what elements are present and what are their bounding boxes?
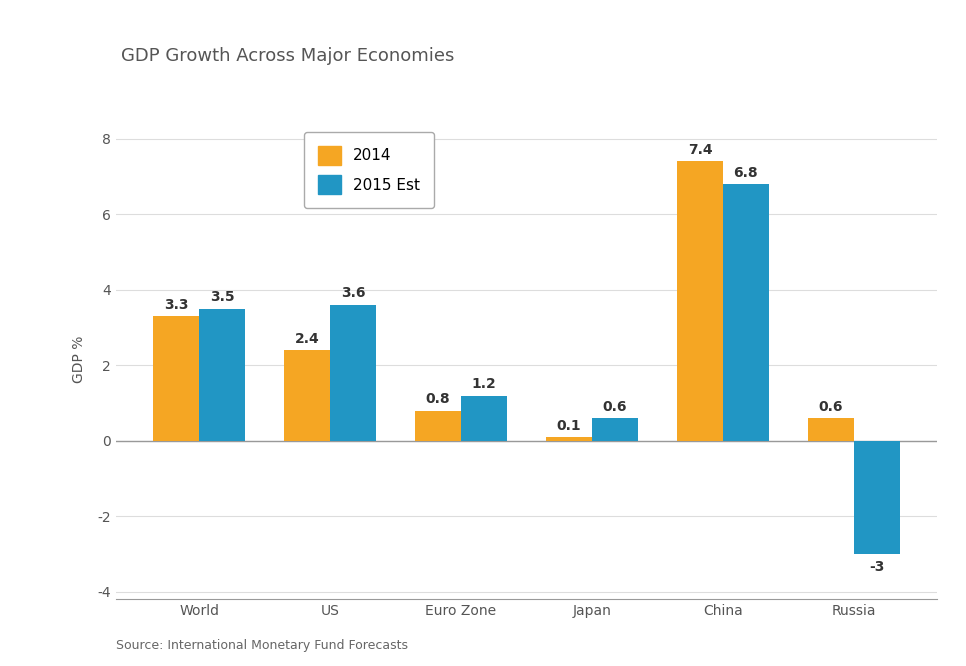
Bar — [546, 437, 592, 441]
Y-axis label: GDP %: GDP % — [72, 336, 86, 384]
Bar — [330, 305, 376, 441]
Text: -3: -3 — [869, 559, 885, 573]
Bar — [461, 396, 507, 441]
Text: 1.2: 1.2 — [471, 377, 497, 391]
Text: 3.5: 3.5 — [210, 290, 235, 304]
Bar — [808, 418, 854, 441]
Text: 2.4: 2.4 — [295, 332, 320, 346]
Bar — [284, 350, 330, 441]
Text: Figure: 2: Figure: 2 — [41, 49, 99, 63]
Bar — [199, 308, 245, 441]
Bar — [677, 161, 723, 441]
Legend: 2014, 2015 Est: 2014, 2015 Est — [304, 133, 434, 208]
Bar — [415, 411, 461, 441]
Text: GDP Growth Across Major Economies: GDP Growth Across Major Economies — [121, 47, 454, 65]
Text: 7.4: 7.4 — [688, 143, 712, 157]
Text: 6.8: 6.8 — [733, 166, 758, 180]
Text: 3.6: 3.6 — [341, 286, 365, 300]
Text: 0.6: 0.6 — [819, 400, 843, 414]
Text: Source: International Monetary Fund Forecasts: Source: International Monetary Fund Fore… — [116, 639, 408, 653]
Text: 3.3: 3.3 — [164, 298, 188, 312]
Bar — [592, 418, 638, 441]
Bar — [723, 184, 769, 441]
Text: 0.8: 0.8 — [426, 392, 450, 406]
Bar — [154, 316, 199, 441]
Text: 0.1: 0.1 — [556, 418, 582, 432]
Bar — [854, 441, 899, 554]
Text: 0.6: 0.6 — [603, 400, 627, 414]
